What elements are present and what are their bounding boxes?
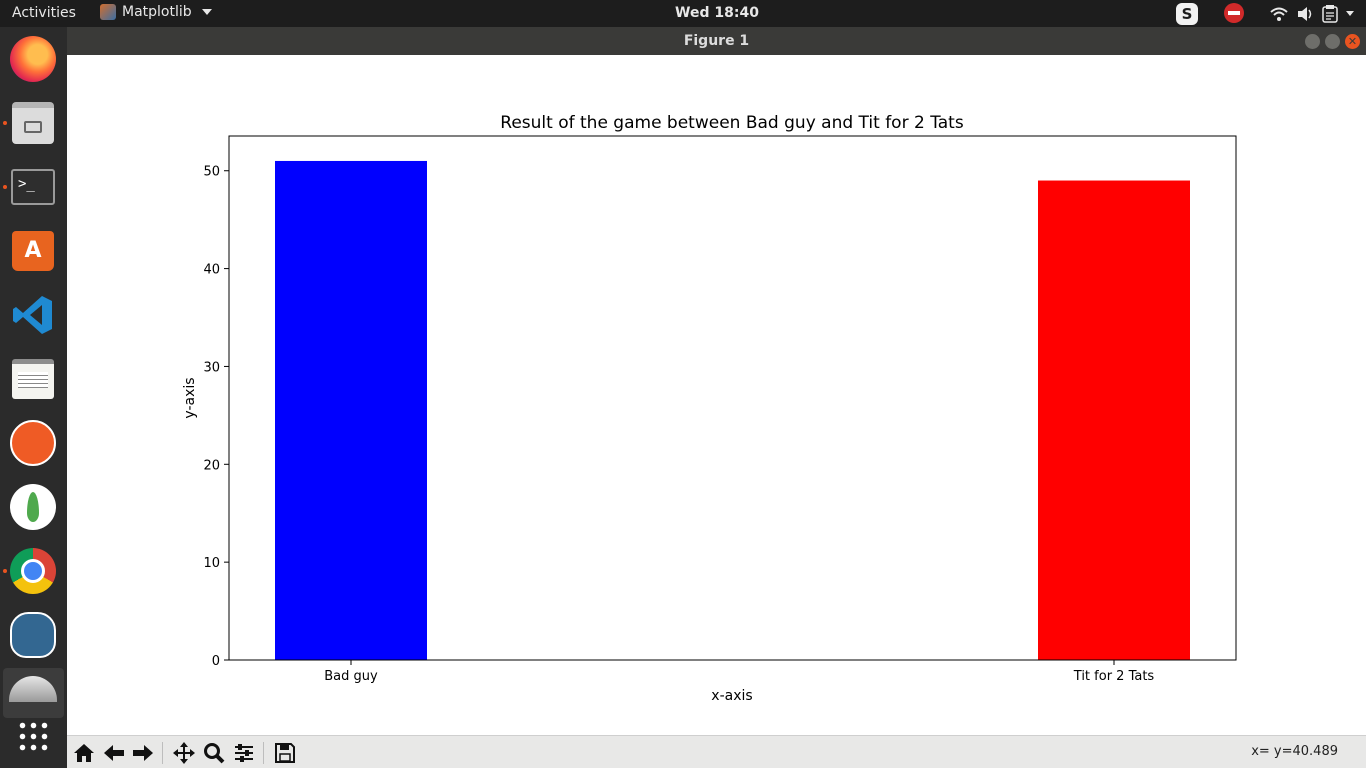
window-title: Figure 1 — [683, 33, 750, 49]
running-indicator — [3, 185, 7, 189]
files-icon — [12, 102, 54, 144]
dock-item-terminal[interactable]: >_ — [9, 163, 57, 211]
pan-button[interactable] — [171, 740, 197, 766]
save-button[interactable] — [272, 740, 298, 766]
y-tick-label: 40 — [203, 263, 220, 278]
y-axis-label: y-axis — [182, 377, 198, 418]
app-menu[interactable]: Matplotlib — [100, 4, 212, 20]
terminal-icon: >_ — [11, 169, 55, 205]
y-tick-label: 10 — [203, 556, 220, 571]
clipboard-icon[interactable] — [1322, 5, 1338, 23]
x-axis-label: x-axis — [711, 688, 752, 704]
mongodb-leaf-icon — [10, 484, 56, 530]
matplotlib-app-icon — [100, 4, 116, 20]
dock-item-ubuntu-software[interactable]: A — [9, 227, 57, 275]
dock-item-firefox[interactable] — [9, 35, 57, 83]
cursor-coordinates: x= y=40.489 — [1251, 744, 1338, 759]
y-tick-label: 30 — [203, 360, 220, 375]
dock-item-files[interactable] — [9, 99, 57, 147]
dock-item-postman[interactable] — [9, 419, 57, 467]
chrome-icon — [10, 548, 56, 594]
bar-chart[interactable]: Result of the game between Bad guy and T… — [67, 55, 1366, 735]
toolbar-separator — [263, 742, 264, 764]
home-icon — [74, 744, 94, 762]
matplotlib-icon — [9, 676, 57, 702]
top-bar: Activities Matplotlib Wed 18:40 S — [0, 0, 1366, 27]
bar-tit-for-2-tats — [1038, 180, 1190, 660]
no-entry-icon[interactable] — [1224, 3, 1244, 23]
skype-icon[interactable]: S — [1176, 3, 1198, 25]
y-tick-label: 50 — [203, 165, 220, 180]
clock[interactable]: Wed 18:40 — [675, 5, 759, 21]
postgres-elephant-icon — [10, 612, 56, 658]
volume-icon[interactable] — [1296, 5, 1314, 23]
toolbar-separator — [162, 742, 163, 764]
chevron-down-icon — [201, 9, 212, 15]
app-menu-label: Matplotlib — [122, 4, 192, 20]
dock-item-text-editor[interactable] — [9, 355, 57, 403]
vscode-icon — [13, 296, 52, 334]
chevron-down-icon[interactable] — [1346, 11, 1354, 16]
y-tick-label: 0 — [212, 654, 220, 669]
close-button[interactable]: ✕ — [1345, 34, 1360, 49]
postman-icon — [10, 420, 56, 466]
zoom-button[interactable] — [201, 740, 227, 766]
y-tick-label: 20 — [203, 458, 220, 473]
dock-item-vscode[interactable] — [9, 291, 57, 339]
axes-frame — [228, 135, 1237, 661]
floppy-disk-icon — [275, 743, 295, 763]
sliders-icon — [235, 744, 253, 762]
dock-item-mongodb[interactable] — [9, 483, 57, 531]
bar-bad-guy — [275, 160, 427, 660]
activities-button[interactable]: Activities — [12, 5, 76, 21]
home-button[interactable] — [71, 740, 97, 766]
software-store-icon: A — [12, 231, 54, 271]
matplotlib-toolbar: x= y=40.489 — [67, 735, 1366, 768]
configure-subplots-button[interactable] — [231, 740, 257, 766]
dock-item-pgadmin[interactable] — [9, 611, 57, 659]
move-icon — [173, 742, 195, 764]
figure-canvas[interactable]: Result of the game between Bad guy and T… — [67, 55, 1366, 735]
window-titlebar[interactable]: Figure 1 ✕ — [67, 27, 1366, 55]
minimize-button[interactable] — [1305, 34, 1320, 49]
text-editor-icon — [12, 359, 54, 399]
arrow-right-icon — [133, 745, 153, 761]
back-button[interactable] — [101, 740, 127, 766]
x-tick-label: Bad guy — [324, 669, 378, 684]
forward-button[interactable] — [130, 740, 156, 766]
show-applications-grid-icon[interactable] — [17, 720, 49, 752]
firefox-icon — [10, 36, 56, 82]
running-indicator — [3, 569, 7, 573]
dock-item-matplotlib[interactable] — [3, 668, 64, 718]
running-indicator — [3, 121, 7, 125]
x-tick-label: Tit for 2 Tats — [1073, 669, 1155, 684]
chart-title: Result of the game between Bad guy and T… — [500, 113, 964, 133]
dock-item-chrome[interactable] — [9, 547, 57, 595]
dock: >_ A — [0, 27, 67, 768]
arrow-left-icon — [104, 745, 124, 761]
magnifier-icon — [204, 743, 225, 764]
system-tray: S — [1146, 0, 1366, 27]
wifi-icon[interactable] — [1270, 5, 1288, 23]
maximize-button[interactable] — [1325, 34, 1340, 49]
